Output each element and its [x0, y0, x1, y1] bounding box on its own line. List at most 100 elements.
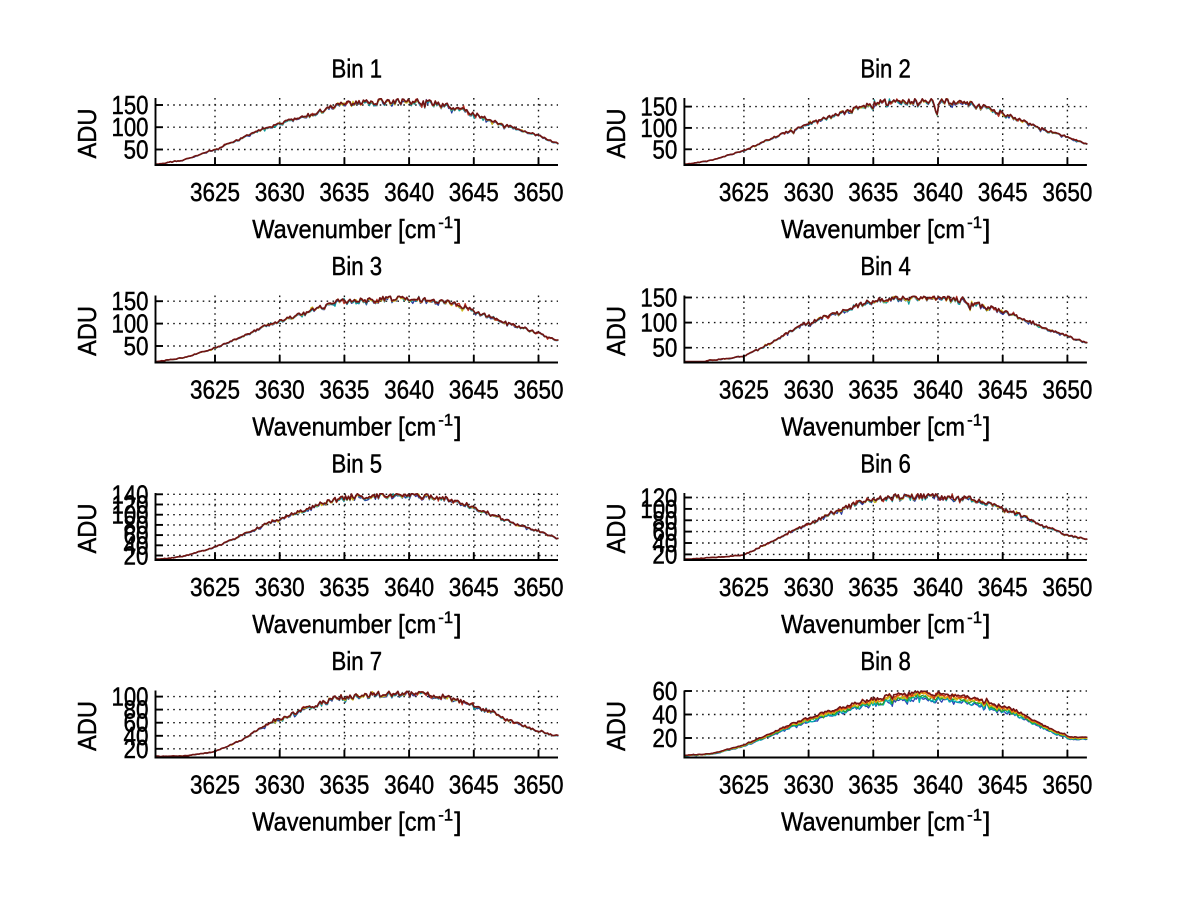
svg-text:80: 80 [124, 510, 149, 540]
svg-text:3640: 3640 [913, 177, 963, 207]
svg-text:3625: 3625 [190, 770, 240, 800]
svg-text:3630: 3630 [255, 375, 305, 405]
svg-text:Bin 6: Bin 6 [860, 449, 911, 479]
svg-text:3630: 3630 [255, 177, 305, 207]
svg-text:3630: 3630 [784, 375, 834, 405]
svg-text:3640: 3640 [384, 770, 434, 800]
svg-text:3635: 3635 [319, 572, 369, 602]
svg-text:]: ] [983, 412, 990, 442]
svg-text:]: ] [454, 214, 461, 244]
svg-text:100: 100 [112, 682, 149, 712]
svg-text:ADU: ADU [72, 504, 102, 554]
svg-text:Bin 8: Bin 8 [860, 646, 911, 676]
svg-text:]: ] [454, 609, 461, 639]
svg-text:3650: 3650 [514, 177, 564, 207]
svg-text:Bin 4: Bin 4 [860, 251, 911, 281]
svg-text:3625: 3625 [719, 770, 769, 800]
svg-text:100: 100 [640, 113, 677, 143]
svg-text:ADU: ADU [601, 701, 631, 751]
svg-text:150: 150 [112, 286, 149, 316]
svg-text:140: 140 [112, 479, 149, 509]
svg-text:ADU: ADU [601, 504, 631, 554]
svg-text:40: 40 [124, 530, 149, 560]
svg-text:3645: 3645 [978, 572, 1028, 602]
svg-text:3630: 3630 [784, 572, 834, 602]
svg-text:3635: 3635 [319, 770, 369, 800]
svg-text:-1: -1 [967, 213, 982, 232]
svg-text:150: 150 [112, 90, 149, 120]
svg-text:60: 60 [124, 520, 149, 550]
svg-text:3645: 3645 [978, 375, 1028, 405]
svg-text:50: 50 [124, 135, 149, 165]
svg-text:-1: -1 [967, 411, 982, 430]
svg-text:80: 80 [124, 695, 149, 725]
svg-text:3635: 3635 [319, 375, 369, 405]
svg-text:3640: 3640 [913, 770, 963, 800]
svg-text:3630: 3630 [255, 572, 305, 602]
svg-text:3650: 3650 [514, 770, 564, 800]
svg-text:100: 100 [112, 500, 149, 530]
svg-text:3640: 3640 [913, 375, 963, 405]
svg-text:ADU: ADU [601, 306, 631, 356]
svg-text:20: 20 [124, 734, 149, 764]
svg-text:3640: 3640 [384, 572, 434, 602]
svg-text:3635: 3635 [319, 177, 369, 207]
svg-text:20: 20 [652, 723, 677, 753]
svg-text:3645: 3645 [978, 177, 1028, 207]
svg-text:-1: -1 [438, 806, 453, 825]
svg-text:3650: 3650 [514, 572, 564, 602]
svg-text:3640: 3640 [384, 375, 434, 405]
svg-text:100: 100 [112, 309, 149, 339]
svg-text:150: 150 [640, 283, 677, 313]
svg-text:3645: 3645 [978, 770, 1028, 800]
svg-text:Wavenumber [cm: Wavenumber [cm [781, 609, 965, 639]
svg-text:-1: -1 [438, 213, 453, 232]
svg-text:3645: 3645 [449, 572, 499, 602]
svg-text:Bin 1: Bin 1 [332, 54, 383, 84]
svg-text:100: 100 [112, 112, 149, 142]
svg-text:40: 40 [124, 721, 149, 751]
svg-text:80: 80 [652, 505, 677, 535]
svg-text:40: 40 [652, 700, 677, 730]
svg-text:20: 20 [652, 539, 677, 569]
svg-text:3650: 3650 [1042, 572, 1092, 602]
svg-text:3645: 3645 [449, 375, 499, 405]
svg-text:ADU: ADU [72, 701, 102, 751]
svg-text:ADU: ADU [601, 109, 631, 159]
svg-text:3640: 3640 [913, 572, 963, 602]
svg-text:Wavenumber [cm: Wavenumber [cm [252, 214, 436, 244]
svg-text:3625: 3625 [719, 572, 769, 602]
svg-text:100: 100 [640, 308, 677, 338]
svg-text:]: ] [983, 807, 990, 837]
svg-text:Bin 5: Bin 5 [332, 449, 383, 479]
svg-text:50: 50 [124, 331, 149, 361]
svg-text:20: 20 [124, 541, 149, 571]
svg-text:-1: -1 [438, 608, 453, 627]
svg-text:100: 100 [640, 494, 677, 524]
svg-text:50: 50 [652, 333, 677, 363]
svg-text:3625: 3625 [190, 177, 240, 207]
svg-text:3625: 3625 [190, 375, 240, 405]
svg-text:-1: -1 [967, 806, 982, 825]
svg-text:]: ] [983, 214, 990, 244]
svg-text:ADU: ADU [72, 109, 102, 159]
svg-text:40: 40 [652, 528, 677, 558]
svg-text:Bin 2: Bin 2 [860, 54, 911, 84]
svg-text:3625: 3625 [719, 177, 769, 207]
svg-text:60: 60 [652, 517, 677, 547]
svg-text:3645: 3645 [449, 177, 499, 207]
svg-text:3650: 3650 [1042, 770, 1092, 800]
svg-text:3630: 3630 [255, 770, 305, 800]
svg-text:3635: 3635 [848, 572, 898, 602]
svg-text:3635: 3635 [848, 375, 898, 405]
svg-text:]: ] [983, 609, 990, 639]
svg-text:-1: -1 [967, 608, 982, 627]
svg-text:3650: 3650 [514, 375, 564, 405]
svg-text:3635: 3635 [848, 770, 898, 800]
svg-text:-1: -1 [438, 411, 453, 430]
svg-text:3650: 3650 [1042, 177, 1092, 207]
svg-text:60: 60 [652, 676, 677, 706]
svg-text:3640: 3640 [384, 177, 434, 207]
svg-text:Wavenumber [cm: Wavenumber [cm [781, 807, 965, 837]
svg-text:3630: 3630 [784, 177, 834, 207]
